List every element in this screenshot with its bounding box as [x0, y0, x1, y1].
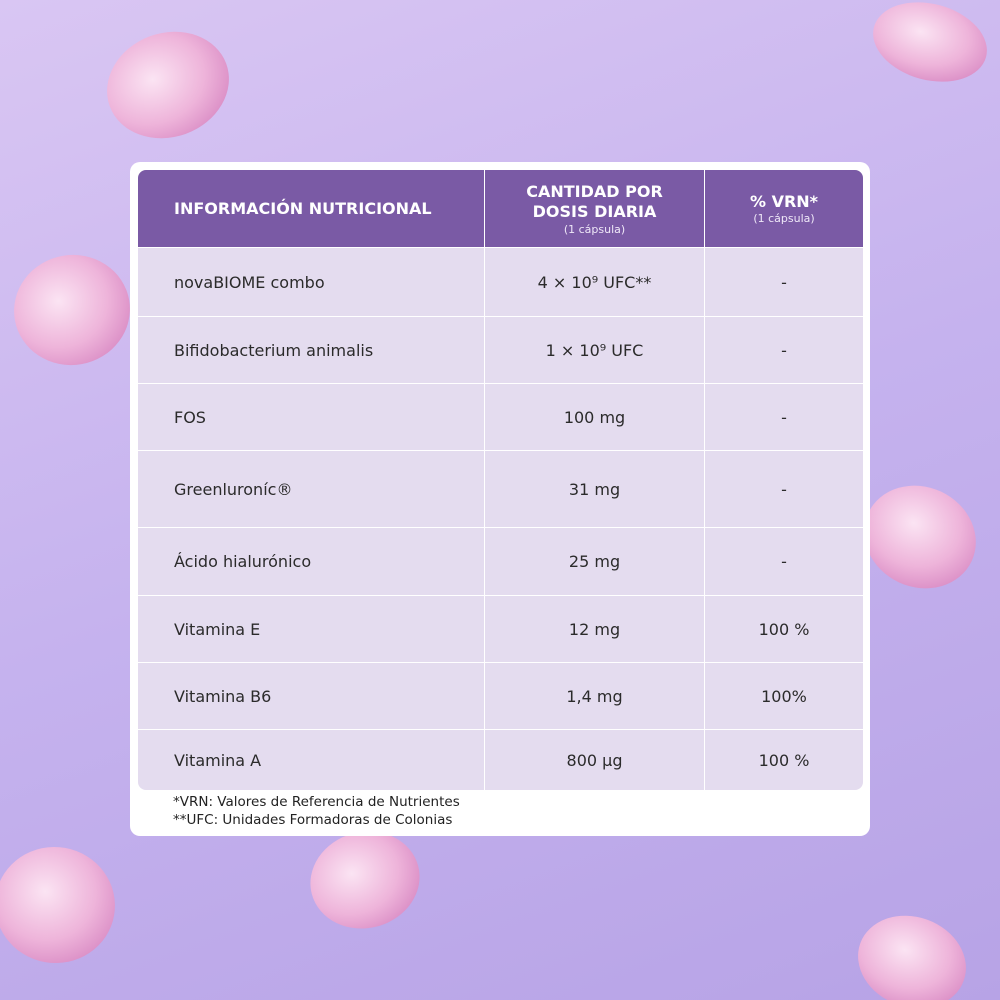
cell-text: 1,4 mg — [566, 686, 623, 706]
cell-text: 100 % — [758, 619, 810, 639]
table-cell: 800 µg — [485, 730, 704, 790]
table-cell: Ácido hialurónico — [138, 528, 484, 595]
table-cell: - — [705, 248, 863, 316]
header-title: % VRN* — [749, 192, 819, 211]
header-note: (1 cápsula) — [563, 222, 626, 236]
table-cell: - — [705, 384, 863, 450]
footnote: **UFC: Unidades Formadoras de Colonias — [173, 812, 453, 828]
cell-text: 100% — [761, 686, 807, 706]
table-cell: novaBIOME combo — [138, 248, 484, 316]
table-cell: Vitamina A — [138, 730, 484, 790]
cell-text: 12 mg — [568, 619, 621, 639]
petal — [873, 2, 987, 82]
cell-text: 4 × 10⁹ UFC** — [537, 272, 652, 292]
header-note: (1 cápsula) — [753, 212, 815, 225]
table-cell: 31 mg — [485, 451, 704, 527]
cell-text: novaBIOME combo — [174, 272, 325, 292]
cell-text: - — [781, 552, 787, 571]
cell-text: FOS — [174, 407, 206, 427]
table-cell: 4 × 10⁹ UFC** — [485, 248, 704, 316]
header-title: CANTIDAD POR DOSIS DIARIA — [526, 181, 663, 221]
petal — [107, 31, 229, 139]
cell-text: - — [781, 479, 787, 499]
cell-text: 800 µg — [566, 750, 623, 770]
cell-text: Ácido hialurónico — [174, 552, 312, 571]
table-cell: Greenluroníc® — [138, 451, 484, 527]
header-cell: CANTIDAD POR DOSIS DIARIA (1 cápsula) — [485, 170, 704, 247]
table-cell: Bifidobacterium animalis — [138, 317, 484, 383]
cell-text: - — [781, 407, 787, 427]
table-cell: 100 mg — [485, 384, 704, 450]
table-cell: - — [705, 451, 863, 527]
header-cell: % VRN* (1 cápsula) — [705, 170, 863, 247]
cell-text: - — [781, 340, 787, 360]
cell-text: 25 mg — [568, 552, 621, 571]
table-cell: - — [705, 528, 863, 595]
table-cell: 1,4 mg — [485, 663, 704, 729]
table-cell: - — [705, 317, 863, 383]
table-cell: FOS — [138, 384, 484, 450]
cell-text: Greenluroníc® — [174, 479, 293, 499]
cell-text: - — [781, 272, 787, 292]
cell-text: Vitamina A — [174, 750, 262, 770]
footnote: *VRN: Valores de Referencia de Nutriente… — [173, 794, 460, 810]
table-cell: 100 % — [705, 596, 863, 662]
petal — [864, 485, 976, 589]
table-cell: 100% — [705, 663, 863, 729]
petal — [310, 831, 420, 929]
cell-text: 100 % — [758, 750, 810, 770]
cell-text: Vitamina B6 — [174, 686, 272, 706]
cell-text: 31 mg — [568, 479, 621, 499]
table-cell: 1 × 10⁹ UFC — [485, 317, 704, 383]
cell-text: 1 × 10⁹ UFC — [545, 340, 644, 360]
petal — [0, 846, 115, 964]
header-cell: INFORMACIÓN NUTRICIONAL — [138, 170, 484, 247]
cell-text: Vitamina E — [174, 619, 261, 639]
table-cell: 12 mg — [485, 596, 704, 662]
petal — [14, 254, 130, 366]
header-title: INFORMACIÓN NUTRICIONAL — [174, 199, 432, 218]
table-cell: 25 mg — [485, 528, 704, 595]
table-cell: 100 % — [705, 730, 863, 790]
table-card: INFORMACIÓN NUTRICIONAL CANTIDAD POR DOSI… — [130, 162, 870, 836]
table-cell: Vitamina B6 — [138, 663, 484, 729]
cell-text: 100 mg — [563, 407, 626, 427]
cell-text: Bifidobacterium animalis — [174, 340, 374, 360]
table-cell: Vitamina E — [138, 596, 484, 662]
petal — [858, 915, 966, 1000]
